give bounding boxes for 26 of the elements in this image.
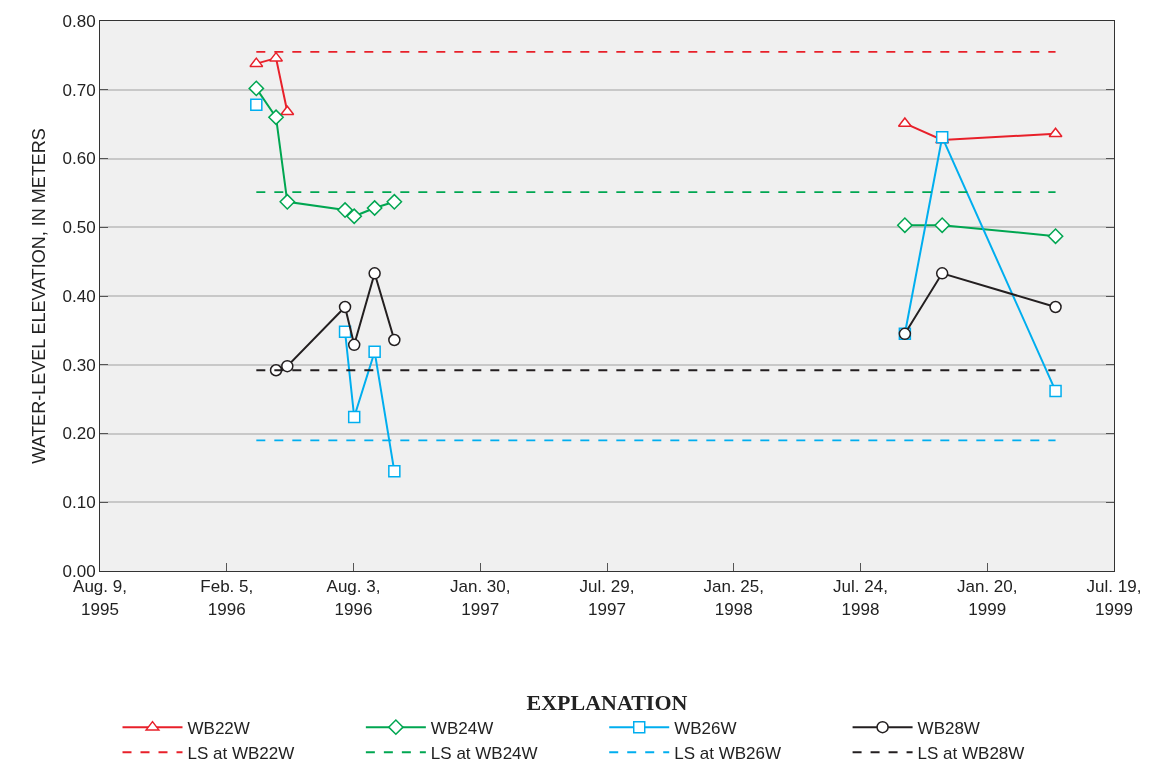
legend-label: LS at WB22W xyxy=(187,743,295,763)
x-tick-label: Jul. 19, 1999 xyxy=(1086,577,1142,619)
x-tick-label: Jul. 24, 1998 xyxy=(833,577,888,619)
y-tick-label: 0.10 xyxy=(62,493,96,513)
legend-label: LS at WB28W xyxy=(917,743,1025,763)
x-tick-label: Jan. 20, 1999 xyxy=(957,577,1018,619)
y-tick-label: 0.50 xyxy=(62,218,96,238)
x-tick-label: Jan. 30, 1997 xyxy=(450,577,511,619)
legend-label: LS at WB26W xyxy=(674,743,781,763)
legend-label: WB24W xyxy=(430,718,494,738)
y-tick-label: 0.80 xyxy=(62,11,96,31)
x-tick-label: Feb. 5, 1996 xyxy=(200,577,254,619)
x-tick-label: Jul. 29, 1997 xyxy=(579,577,635,619)
y-tick-label: 0.70 xyxy=(62,80,96,100)
legend-label: WB28W xyxy=(917,718,980,738)
y-tick-label: 0.20 xyxy=(62,424,96,444)
legend-label: WB22W xyxy=(187,718,250,738)
x-tick-label: Aug. 3, 1996 xyxy=(326,577,381,619)
legend-label: WB26W xyxy=(674,718,737,738)
y-axis-title: WATER-LEVEL ELEVATION, IN METERS xyxy=(28,128,49,464)
x-tick-label: Jan. 25, 1998 xyxy=(703,577,764,619)
y-tick-label: 0.30 xyxy=(62,355,96,375)
y-tick-label: 0.60 xyxy=(62,149,96,169)
y-tick-label: 0.40 xyxy=(62,286,96,306)
legend-title: EXPLANATION xyxy=(526,689,688,715)
legend-label: LS at WB24W xyxy=(430,743,538,763)
